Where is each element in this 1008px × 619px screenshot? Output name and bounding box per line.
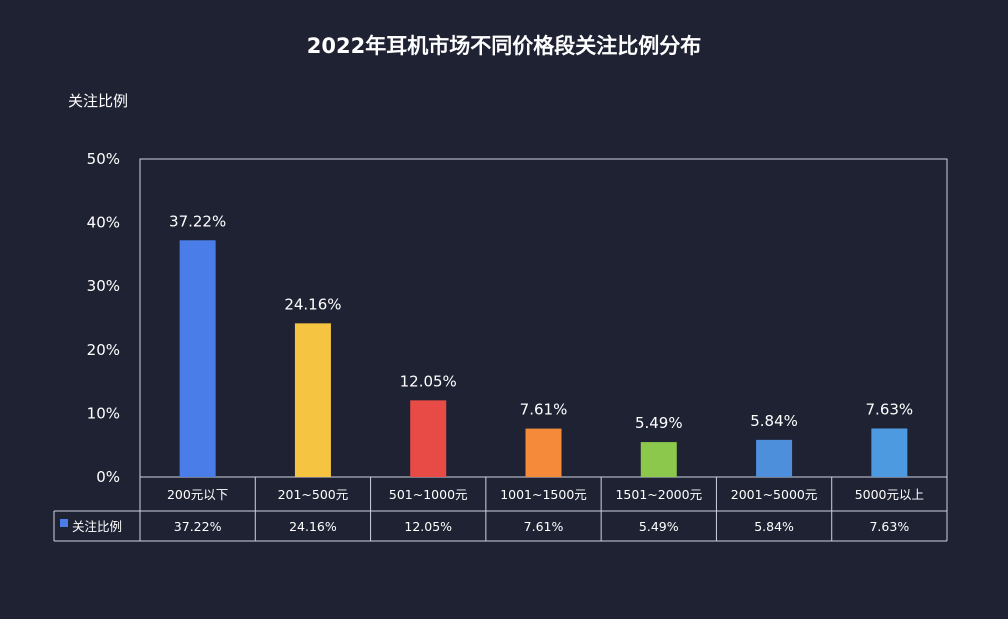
table-value: 5.84% [754, 519, 794, 534]
bar [640, 442, 677, 477]
y-tick-label: 10% [87, 404, 120, 422]
bar [179, 240, 216, 477]
data-label: 5.84% [750, 412, 798, 430]
data-table: 200元以下 201~500元 501~1000元 1001~1500元 1501~20… [53, 477, 948, 542]
category-label: 2001~5000元 [731, 487, 818, 502]
legend-label: 关注比例 [72, 519, 122, 534]
y-tick-label: 50% [87, 150, 120, 168]
bar [410, 400, 447, 477]
table-value: 7.61% [524, 519, 564, 534]
table-value: 12.05% [404, 519, 452, 534]
category-label: 5000元以上 [855, 487, 924, 502]
category-label: 1001~1500元 [500, 487, 587, 502]
plot-area: 0% 10% 20% 30% 40% 50% 37.22% 24.16% 12.05% 7.61%… [87, 150, 948, 486]
bar [294, 323, 331, 477]
data-label: 7.63% [866, 400, 914, 418]
category-label: 1501~2000元 [615, 487, 702, 502]
chart-title: 2022年耳机市场不同价格段关注比例分布 [307, 34, 701, 58]
data-label: 37.22% [169, 212, 226, 230]
table-value: 5.49% [639, 519, 679, 534]
y-tick-label: 20% [87, 341, 120, 359]
bar [525, 428, 562, 477]
legend-swatch [60, 519, 68, 527]
y-tick-label: 30% [87, 277, 120, 295]
y-tick-label: 0% [96, 468, 120, 486]
category-label: 201~500元 [278, 487, 349, 502]
category-label: 200元以下 [167, 487, 228, 502]
data-label: 7.61% [520, 401, 568, 419]
data-label: 5.49% [635, 414, 683, 432]
bar [756, 439, 793, 477]
data-label: 12.05% [400, 372, 457, 390]
y-axis-label: 关注比例 [68, 92, 128, 110]
bar [871, 428, 908, 477]
data-label: 24.16% [284, 295, 341, 313]
table-value: 7.63% [869, 519, 909, 534]
table-value: 24.16% [289, 519, 337, 534]
y-tick-label: 40% [87, 214, 120, 232]
category-label: 501~1000元 [389, 487, 468, 502]
table-value: 37.22% [174, 519, 222, 534]
